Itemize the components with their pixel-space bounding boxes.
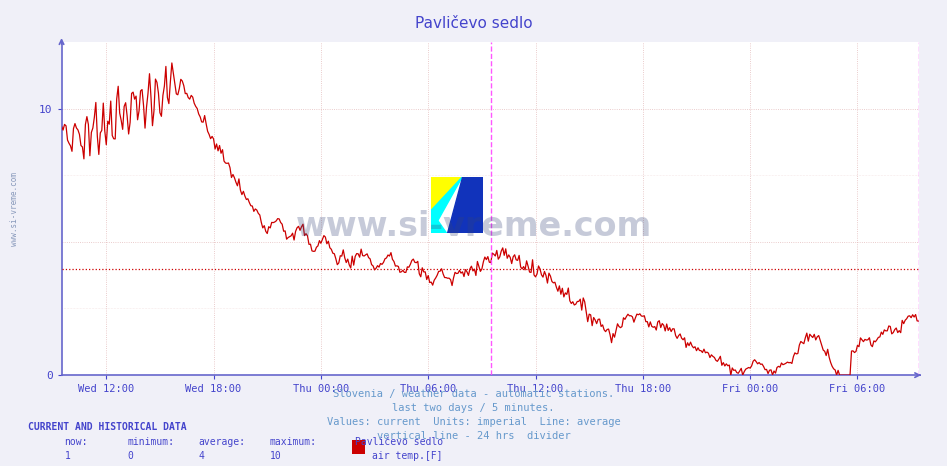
Text: www.si-vreme.com: www.si-vreme.com bbox=[9, 171, 19, 246]
Text: minimum:: minimum: bbox=[128, 437, 175, 447]
Text: air temp.[F]: air temp.[F] bbox=[372, 451, 442, 460]
Polygon shape bbox=[447, 177, 483, 233]
Text: 0: 0 bbox=[128, 451, 134, 460]
Text: Pavličevo sedlo: Pavličevo sedlo bbox=[355, 437, 443, 447]
Text: maximum:: maximum: bbox=[270, 437, 317, 447]
Text: CURRENT AND HISTORICAL DATA: CURRENT AND HISTORICAL DATA bbox=[28, 422, 188, 432]
Polygon shape bbox=[431, 177, 462, 233]
Text: www.si-vreme.com: www.si-vreme.com bbox=[295, 210, 652, 242]
Text: 10: 10 bbox=[270, 451, 281, 460]
Text: Values: current  Units: imperial  Line: average: Values: current Units: imperial Line: av… bbox=[327, 417, 620, 427]
Text: average:: average: bbox=[199, 437, 246, 447]
Text: 4: 4 bbox=[199, 451, 205, 460]
Text: now:: now: bbox=[64, 437, 88, 447]
Text: 1: 1 bbox=[64, 451, 70, 460]
Polygon shape bbox=[431, 211, 447, 233]
Polygon shape bbox=[431, 177, 462, 211]
Text: vertical line - 24 hrs  divider: vertical line - 24 hrs divider bbox=[377, 431, 570, 441]
Text: Slovenia / weather data - automatic stations.: Slovenia / weather data - automatic stat… bbox=[333, 389, 614, 399]
Text: Pavličevo sedlo: Pavličevo sedlo bbox=[415, 16, 532, 31]
Text: last two days / 5 minutes.: last two days / 5 minutes. bbox=[392, 403, 555, 413]
